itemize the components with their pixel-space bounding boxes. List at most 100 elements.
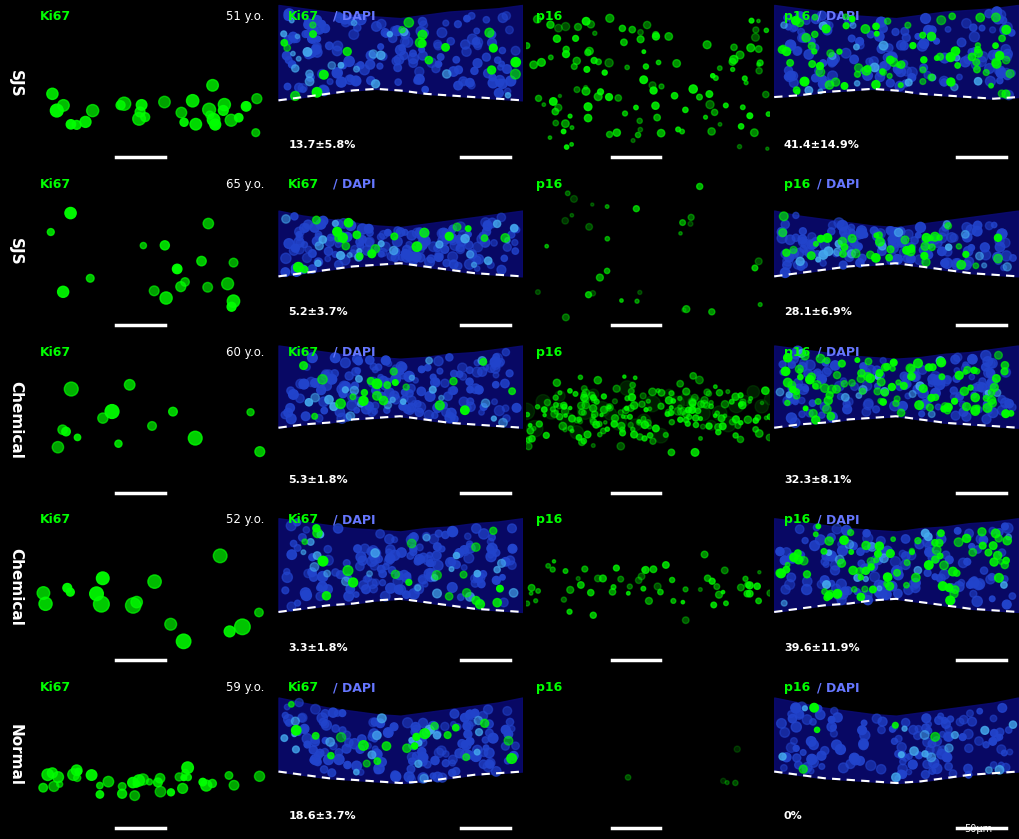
- Point: [582, 18, 598, 31]
- Point: [845, 539, 861, 553]
- Point: [983, 357, 1000, 370]
- Point: [965, 30, 981, 44]
- Point: [165, 405, 181, 419]
- Point: [843, 226, 859, 239]
- Point: [880, 69, 897, 82]
- Point: [868, 27, 884, 40]
- Point: [406, 725, 422, 738]
- Point: [631, 430, 647, 444]
- Point: [677, 103, 693, 117]
- Point: [944, 767, 960, 780]
- Point: [788, 83, 804, 96]
- Point: [935, 714, 952, 727]
- Point: [600, 400, 616, 414]
- Point: [628, 202, 644, 216]
- Point: [811, 352, 827, 365]
- Point: [630, 128, 646, 142]
- Point: [857, 539, 873, 552]
- Point: [469, 745, 485, 758]
- Point: [883, 238, 900, 252]
- Point: [687, 418, 703, 431]
- Point: [440, 230, 457, 243]
- Point: [400, 576, 417, 589]
- Point: [357, 542, 373, 555]
- Point: [927, 51, 944, 65]
- Text: Ki67: Ki67: [41, 346, 71, 358]
- Point: [310, 228, 326, 242]
- Point: [297, 28, 313, 41]
- Point: [309, 549, 325, 562]
- Point: [853, 224, 869, 237]
- Point: [776, 583, 793, 597]
- Point: [475, 758, 491, 771]
- Point: [416, 26, 432, 39]
- Point: [873, 715, 890, 728]
- Point: [981, 75, 998, 88]
- Point: [805, 738, 821, 752]
- Point: [460, 227, 476, 241]
- Point: [910, 399, 926, 412]
- Point: [277, 265, 293, 279]
- Point: [570, 572, 586, 586]
- Point: [854, 384, 870, 398]
- Point: [477, 236, 493, 249]
- Point: [930, 378, 947, 391]
- Point: [848, 76, 864, 90]
- Point: [414, 227, 430, 241]
- Point: [58, 425, 74, 438]
- Point: [923, 23, 940, 37]
- Point: [982, 79, 999, 92]
- Point: [556, 214, 573, 227]
- Point: [95, 411, 111, 425]
- Point: [555, 400, 572, 414]
- Point: [361, 399, 377, 413]
- Point: [507, 55, 524, 69]
- Point: [761, 393, 777, 406]
- Point: [363, 49, 379, 62]
- Point: [464, 591, 480, 604]
- Point: [986, 11, 1003, 24]
- Point: [579, 428, 595, 441]
- Text: / DAPI: / DAPI: [333, 10, 375, 23]
- Point: [996, 572, 1012, 586]
- Point: [304, 263, 320, 276]
- Text: / DAPI: / DAPI: [333, 513, 375, 526]
- Point: [286, 62, 303, 76]
- Point: [665, 89, 682, 102]
- Point: [351, 354, 367, 367]
- Point: [893, 58, 909, 71]
- Point: [356, 63, 372, 76]
- Point: [836, 240, 852, 253]
- Point: [290, 696, 307, 709]
- Point: [703, 575, 719, 588]
- Point: [409, 397, 425, 410]
- Point: [314, 233, 330, 247]
- Point: [702, 399, 718, 413]
- Point: [519, 408, 535, 421]
- Text: p16: p16: [784, 178, 809, 190]
- Point: [814, 72, 830, 86]
- Point: [788, 385, 804, 399]
- Point: [804, 756, 820, 769]
- Point: [668, 396, 685, 409]
- Point: [548, 32, 565, 45]
- Point: [996, 365, 1012, 378]
- Point: [990, 731, 1007, 744]
- Point: [337, 15, 354, 29]
- Point: [290, 52, 307, 65]
- Point: [418, 726, 434, 739]
- Point: [472, 595, 488, 608]
- Point: [474, 365, 490, 378]
- Point: [598, 423, 614, 436]
- Point: [401, 387, 418, 400]
- Point: [884, 356, 901, 369]
- Point: [577, 393, 593, 406]
- Point: [469, 36, 485, 50]
- Text: 18.6±3.7%: 18.6±3.7%: [288, 810, 356, 821]
- Point: [883, 580, 900, 593]
- Point: [306, 560, 322, 574]
- Point: [842, 526, 858, 539]
- Point: [792, 25, 808, 39]
- Point: [234, 620, 251, 633]
- Point: [788, 389, 804, 403]
